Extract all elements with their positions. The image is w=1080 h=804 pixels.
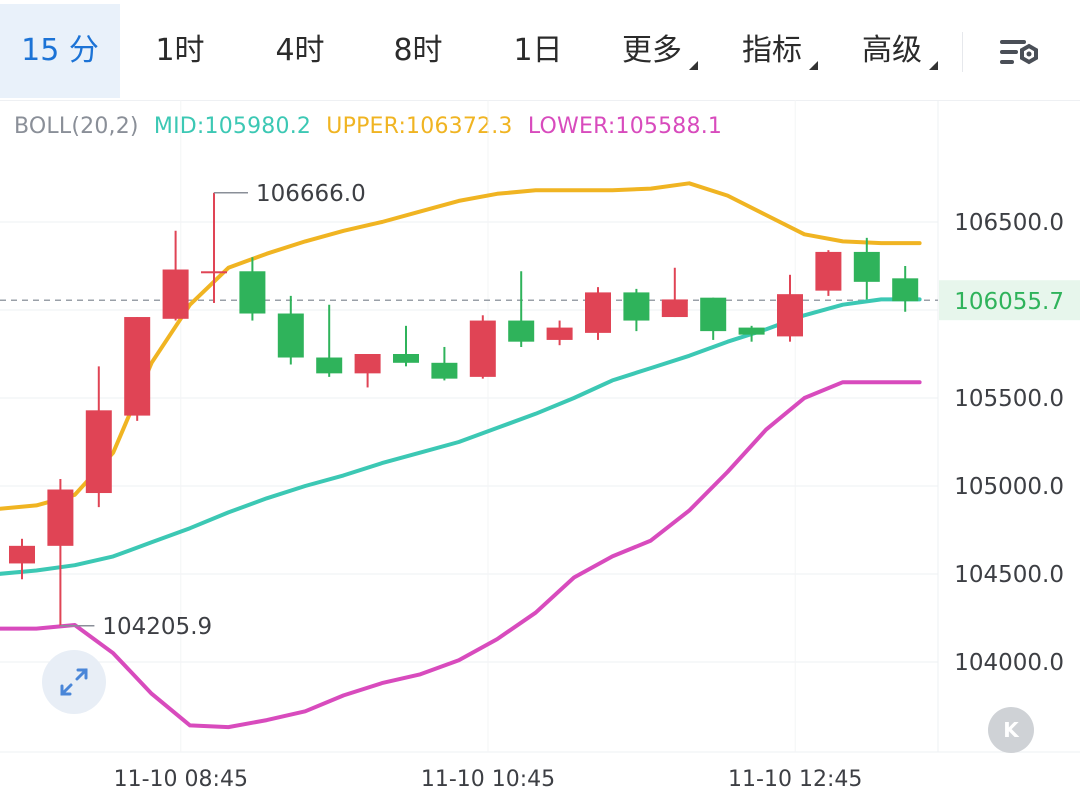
tab-8h[interactable]: 8时 [393, 33, 443, 68]
max-price-label: 106666.0 [256, 181, 366, 207]
candle-body [47, 489, 74, 546]
candle[interactable] [277, 295, 304, 365]
candle-body [124, 317, 151, 416]
candle[interactable] [853, 237, 880, 300]
y-tick-label: 104500.0 [954, 562, 1064, 588]
candle[interactable] [201, 192, 227, 303]
boll-upper-value: UPPER:106372.3 [326, 114, 513, 139]
candle[interactable] [239, 257, 266, 321]
candle[interactable] [354, 354, 381, 388]
candle-body [9, 545, 35, 564]
boll-indicator-legend: BOLL(20,2) MID:105980.2 UPPER:106372.3 L… [14, 114, 730, 139]
candle-body [85, 410, 112, 494]
candle[interactable] [892, 266, 919, 312]
candle-body [354, 354, 381, 374]
candle-body [777, 294, 803, 337]
boll-lower-value: LOWER:105588.1 [527, 114, 723, 139]
candle[interactable] [431, 346, 458, 381]
candle-body [661, 299, 688, 318]
x-tick-label: 11-10 12:45 [728, 767, 862, 792]
x-tick-label: 11-10 08:45 [114, 767, 248, 792]
chart-settings-icon [1000, 40, 1038, 65]
candle-body [508, 320, 535, 342]
tab-more-label: 更多 [622, 33, 682, 68]
candle[interactable] [508, 271, 535, 347]
candle-body [738, 327, 765, 335]
candle[interactable] [469, 315, 496, 379]
candle[interactable] [777, 274, 803, 342]
candle[interactable] [700, 297, 727, 340]
timeframe-tabbar: 15 分 1时 4时 8时 1日 更多 指标 高级 [0, 0, 1080, 101]
tab-advanced-label: 高级 [862, 33, 922, 68]
candle-body [431, 362, 458, 379]
candle-body [393, 354, 419, 363]
y-tick-label: 104000.0 [954, 650, 1064, 676]
current-price-label: 106055.7 [954, 289, 1064, 315]
x-tick-label: 11-10 10:45 [421, 767, 555, 792]
candle[interactable] [316, 304, 343, 377]
candle-body [239, 271, 266, 314]
candle-body [700, 297, 727, 332]
expand-arrows-icon [60, 668, 88, 696]
chart-settings-button[interactable] [962, 4, 1080, 98]
candlestick-chart[interactable]: 106500.0106000.0105500.0105000.0104500.0… [0, 100, 1080, 804]
tab-1d[interactable]: 1日 [513, 33, 563, 68]
candle[interactable] [815, 250, 842, 296]
candle[interactable] [124, 317, 151, 421]
y-tick-label: 105000.0 [954, 474, 1064, 500]
boll-lower-line [0, 380, 922, 730]
candle[interactable] [623, 288, 650, 332]
boll-mid-line [0, 297, 922, 576]
boll-upper-line [0, 181, 922, 511]
caret-down-icon [689, 61, 698, 70]
kline-toggle-button[interactable]: K [988, 707, 1034, 753]
candle-body [277, 313, 304, 358]
candle-body [546, 327, 573, 340]
current-price-tag [939, 280, 1080, 321]
tab-more[interactable]: 更多 [600, 4, 704, 98]
candle[interactable] [585, 287, 611, 340]
min-price-label: 104205.9 [102, 614, 212, 640]
candle[interactable] [47, 478, 74, 626]
tab-1h[interactable]: 1时 [155, 33, 205, 68]
candle-body [585, 292, 611, 333]
tab-4h[interactable]: 4时 [275, 33, 325, 68]
candle[interactable] [9, 538, 35, 580]
candle-body [853, 251, 880, 282]
candle[interactable] [661, 267, 688, 318]
boll-name: BOLL(20,2) [14, 114, 139, 139]
candle[interactable] [393, 325, 419, 367]
candle-body [469, 320, 496, 377]
y-tick-label: 105500.0 [954, 386, 1064, 412]
y-tick-label: 106500.0 [954, 210, 1064, 236]
expand-chart-button[interactable] [42, 650, 106, 714]
caret-down-icon [929, 61, 938, 70]
candle-body [892, 278, 919, 302]
candle-body [623, 292, 650, 321]
candle[interactable] [546, 320, 573, 346]
candle[interactable] [85, 366, 112, 508]
tab-advanced[interactable]: 高级 [840, 4, 944, 98]
caret-down-icon [809, 61, 818, 70]
candle[interactable] [162, 230, 189, 321]
boll-mid-value: MID:105980.2 [153, 114, 312, 139]
candle-body [162, 269, 189, 319]
tab-indicators-label: 指标 [742, 33, 802, 68]
tab-indicators[interactable]: 指标 [720, 4, 824, 98]
candle-body [815, 251, 842, 291]
candle-body [316, 357, 343, 374]
candle[interactable] [738, 325, 765, 342]
tab-15m[interactable]: 15 分 [0, 4, 120, 98]
candle-body [201, 271, 227, 274]
